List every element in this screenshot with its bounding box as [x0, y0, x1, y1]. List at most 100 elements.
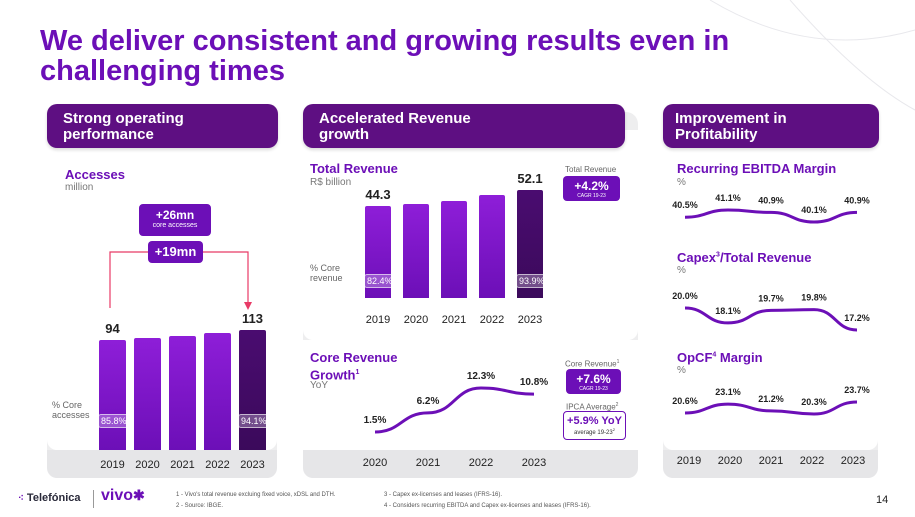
- opcf-label-2021: 21.2%: [758, 394, 784, 404]
- page-number: 14: [876, 494, 889, 506]
- data-label-2023: 52.1: [517, 171, 543, 186]
- telefonica-logo-mark: ⁖: [18, 493, 24, 504]
- x-tick-2022: 2022: [205, 459, 230, 471]
- profitability-x-tick-2023: 2023: [841, 455, 865, 467]
- opcf-label-2022: 20.3%: [801, 397, 827, 407]
- revenue-cagr-badge: +4.2% CAGR 19-23: [563, 176, 620, 201]
- core-cagr-badge: +7.6% CAGR 19-23: [566, 369, 621, 394]
- vivo-logo: vivo✱: [101, 487, 145, 505]
- core-growth-label-2021: 6.2%: [417, 396, 440, 407]
- core-cagr-caption-text: Core Revenue: [565, 359, 617, 369]
- x-tick-2023: 2023: [240, 459, 265, 471]
- core-cagr-caption: Core Revenue1: [565, 357, 619, 370]
- bar-2022: [479, 195, 505, 298]
- capex-label-2023: 17.2%: [844, 313, 870, 323]
- core-growth-x-tick-2021: 2021: [416, 457, 440, 469]
- core-growth-label-2020: 1.5%: [364, 415, 387, 426]
- telefonica-logo-text: Telefónica: [26, 492, 81, 504]
- bar-2023: [239, 330, 266, 450]
- core-accesses-value: +26mn: [155, 208, 195, 222]
- x-tick-2020: 2020: [403, 314, 429, 326]
- bar-2019: [365, 206, 391, 298]
- core-growth-title: Core Revenue Growth1: [310, 350, 420, 382]
- accesses-axis-band: [47, 450, 277, 478]
- decorative-arcs: [709, 0, 915, 111]
- ipca-sub-text: average 19-23: [574, 430, 613, 436]
- ebitda-label-2022: 40.1%: [801, 205, 827, 215]
- opcf-title-pre: OpCF: [677, 350, 713, 365]
- x-tick-2022: 2022: [479, 314, 505, 326]
- opcf-line: [684, 400, 858, 416]
- revenue-cagr-value: +4.2%: [574, 179, 609, 193]
- core-accesses-caption: core accesses: [152, 222, 198, 229]
- core-growth-title-text: Core Revenue Growth: [310, 350, 398, 383]
- core-cagr-value: +7.6%: [576, 372, 611, 386]
- core-accesses-label: % Core accesses: [52, 400, 90, 420]
- profitability-x-tick-2019: 2019: [677, 455, 701, 467]
- opcf-label-2020: 23.1%: [715, 387, 741, 397]
- opcf-title-sup: 4: [712, 351, 717, 359]
- bar-2020: [134, 337, 161, 450]
- core-growth-line: [374, 386, 535, 434]
- core-cagr-caption-sup: 1: [616, 359, 620, 365]
- core-growth-label-2022: 12.3%: [467, 371, 495, 382]
- panel2-header: Accelerated Revenue growth: [303, 104, 625, 148]
- core-growth-title-sup: 1: [355, 369, 360, 376]
- core-growth-unit: YoY: [310, 380, 328, 391]
- accesses-title: Accesses: [65, 167, 125, 182]
- x-tick-2023: 2023: [517, 314, 543, 326]
- opcf-title-post: Margin: [716, 350, 763, 365]
- bar-2022: [204, 332, 231, 450]
- x-tick-2021: 2021: [441, 314, 467, 326]
- ipca-sub: average 19-232: [564, 427, 625, 436]
- core-growth-axis-band: [303, 450, 638, 478]
- bar-2020: [403, 203, 429, 298]
- capex-title-sup: 3: [716, 251, 720, 259]
- capex-unit: %: [677, 265, 686, 276]
- ipca-value: +5.9% YoY: [567, 415, 622, 427]
- ebitda-label-2023: 40.9%: [844, 195, 870, 205]
- panel1-header: Strong operating performance: [47, 104, 278, 148]
- accesses-bar-chart: 2019 94 85.8% 2020 2021 2022 2023 113 94.1%: [47, 300, 277, 478]
- core-growth-label-2023: 10.8%: [520, 377, 548, 388]
- capex-line: [684, 306, 858, 332]
- x-tick-2021: 2021: [170, 459, 195, 471]
- opcf-label-2019: 20.6%: [672, 396, 698, 406]
- core-growth-x-tick-2022: 2022: [469, 457, 493, 469]
- profitability-line-charts: 40.5% 41.1% 40.9% 40.1% 40.9% 20.0% 18.1% 19.7%…: [672, 193, 870, 467]
- panel3-header: Improvement in Profitability: [663, 104, 879, 148]
- total-revenue-title: Total Revenue: [310, 161, 398, 176]
- core-revenue-label: % Core revenue: [310, 263, 343, 283]
- panel2-header-text: Accelerated Revenue growth: [319, 110, 471, 143]
- ebitda-title: Recurring EBITDA Margin: [677, 161, 837, 176]
- core-share-2023: 94.1%: [238, 414, 270, 428]
- bar-2021: [169, 335, 196, 450]
- bar-2023: [517, 190, 543, 298]
- capex-label-2020: 18.1%: [715, 306, 741, 316]
- x-tick-2019: 2019: [365, 314, 391, 326]
- panel3-header-text: Improvement in Profitability: [675, 110, 787, 143]
- footnote-2: 2 - Source: IBGE.: [176, 503, 224, 509]
- revenue-cagr-caption: Total Revenue: [565, 165, 617, 174]
- capex-label-2021: 19.7%: [758, 293, 784, 303]
- core-share-2019: 82.4%: [364, 274, 396, 288]
- opcf-unit: %: [677, 365, 686, 376]
- capex-label-2019: 20.0%: [672, 291, 698, 301]
- ipca-badge: +5.9% YoY average 19-232: [563, 411, 626, 440]
- profitability-x-tick-2020: 2020: [718, 455, 742, 467]
- growth-connector: [109, 251, 252, 310]
- ipca-caption: IPCA Average2: [566, 400, 618, 413]
- bar-2019: [99, 339, 126, 450]
- capex-label-2022: 19.8%: [801, 293, 827, 303]
- data-label-2019: 44.3: [365, 187, 391, 203]
- opcf-label-2023: 23.7%: [844, 385, 870, 395]
- revenue-card: [303, 130, 638, 340]
- logo-divider: [93, 490, 94, 508]
- x-tick-2020: 2020: [135, 459, 160, 471]
- telefonica-logo: ⁖ Telefónica: [18, 492, 81, 504]
- core-accesses-badge: +26mn core accesses: [139, 204, 211, 236]
- capex-title-post: /Total Revenue: [719, 250, 812, 265]
- accesses-card: [47, 130, 277, 450]
- page-title: We deliver consistent and growing result…: [40, 25, 730, 87]
- core-cagr-sub: CAGR 19-23: [579, 386, 608, 392]
